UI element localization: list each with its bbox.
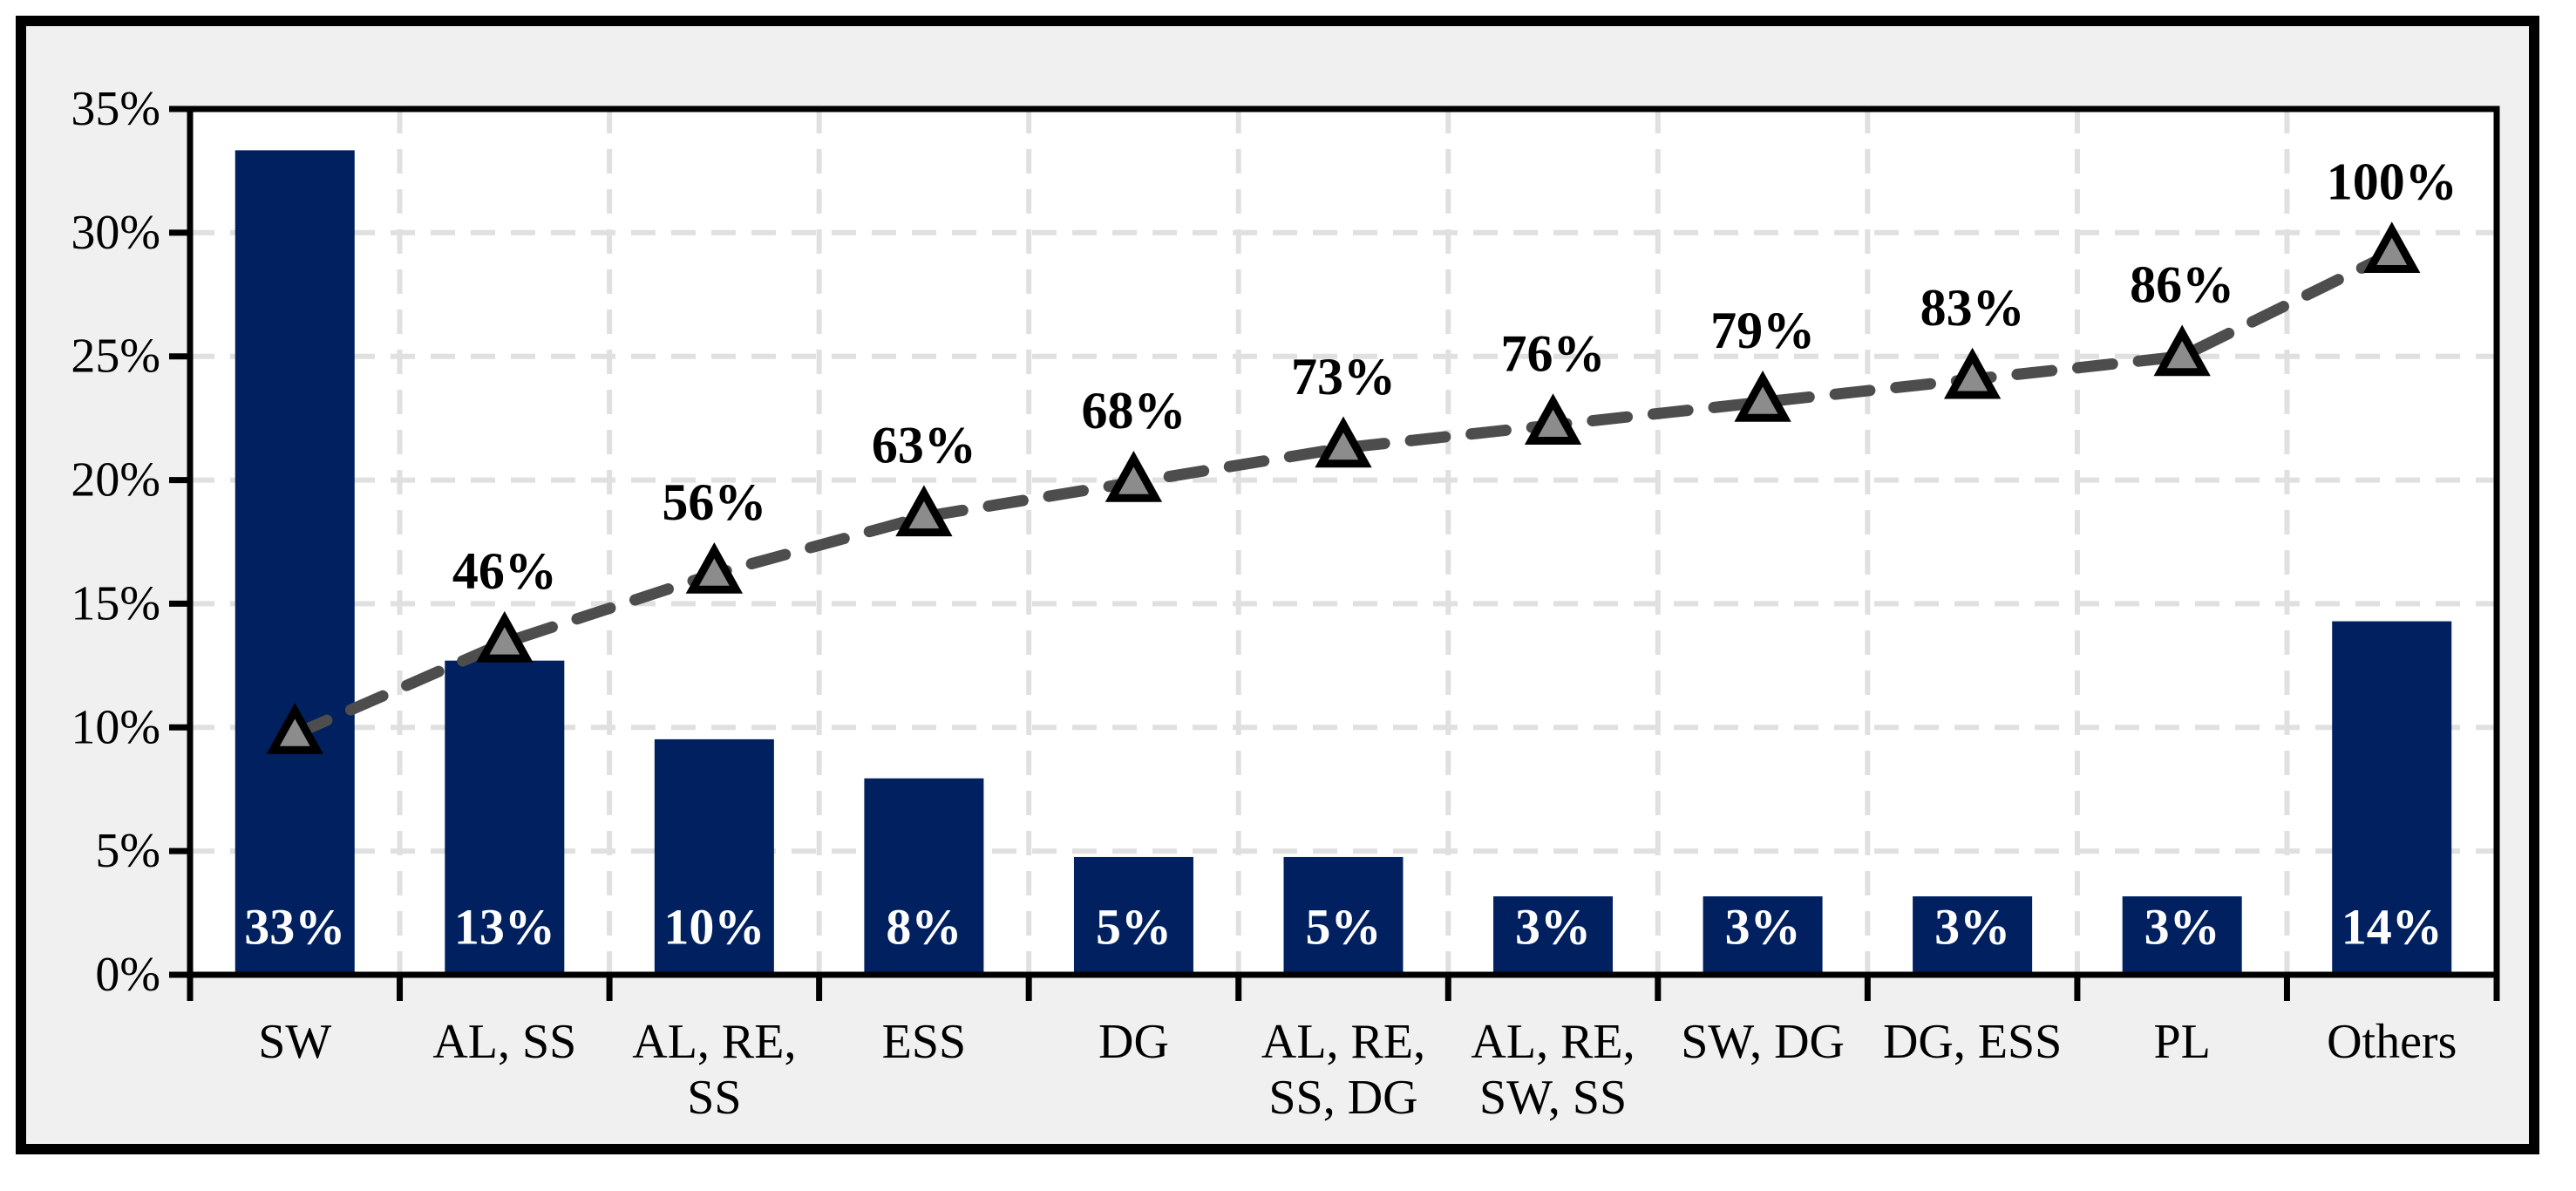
bar-value-label: 14%: [2342, 899, 2443, 956]
y-axis-tick-label: 20%: [71, 453, 160, 507]
cumulative-marker: [1734, 370, 1791, 422]
x-axis-category-label: AL, SS: [432, 1015, 576, 1069]
cumulative-value-label: 79%: [1710, 302, 1815, 359]
cumulative-value-label: 63%: [872, 417, 976, 474]
bar-value-label: 3%: [1515, 899, 1591, 956]
x-axis-category-label: AL, RE,: [1471, 1015, 1635, 1069]
cumulative-marker: [685, 541, 744, 594]
x-axis-category-label: SW, DG: [1681, 1015, 1845, 1069]
bar-value-label: 5%: [1096, 899, 1172, 956]
x-axis-category-label: Others: [2327, 1015, 2457, 1069]
x-axis-category-label: SS, DG: [1268, 1071, 1417, 1125]
x-axis-category-label: PL: [2154, 1015, 2211, 1069]
cumulative-value-label: 86%: [2130, 256, 2234, 314]
bar: [2332, 621, 2452, 975]
bar: [1073, 856, 1193, 975]
cumulative-value-label: 76%: [1501, 325, 1606, 383]
cumulative-value-label: 100%: [2327, 153, 2457, 211]
bar-value-label: 5%: [1306, 899, 1382, 956]
x-axis-category-label: DG: [1098, 1015, 1169, 1069]
x-axis-category-label: SW, SS: [1479, 1071, 1627, 1125]
bar: [1913, 896, 2033, 975]
x-axis-category-label: AL, RE,: [1261, 1015, 1425, 1069]
y-axis-tick-label: 10%: [71, 700, 160, 754]
bar-value-label: 3%: [1934, 899, 2010, 956]
cumulative-value-label: 46%: [452, 542, 557, 600]
cumulative-value-label: 83%: [1920, 279, 2025, 337]
bar-value-label: 10%: [663, 899, 765, 956]
y-axis-tick-label: 0%: [95, 948, 160, 1002]
bar-value-label: 33%: [244, 899, 345, 956]
cumulative-value-label: 73%: [1291, 348, 1396, 405]
bar: [1493, 896, 1614, 975]
bar: [2122, 896, 2242, 975]
cumulative-marker: [266, 702, 323, 754]
cumulative-marker: [1104, 450, 1163, 502]
bar: [1703, 896, 1823, 975]
bar-value-label: 13%: [454, 899, 555, 956]
y-axis-tick-label: 35%: [71, 82, 160, 136]
cumulative-marker: [2363, 221, 2421, 273]
cumulative-value-label: 68%: [1081, 382, 1186, 439]
cumulative-marker: [1943, 347, 2002, 399]
bar: [234, 150, 355, 976]
cumulative-marker: [2153, 324, 2211, 377]
bar: [864, 778, 984, 975]
cumulative-line: [289, 248, 2398, 740]
bar: [654, 738, 774, 975]
bar-value-label: 3%: [1725, 899, 1801, 956]
cumulative-value-label: 56%: [662, 473, 766, 531]
x-axis-category-label: SS: [687, 1071, 741, 1125]
bar-value-label: 8%: [886, 899, 962, 956]
y-axis-tick-label: 15%: [71, 576, 160, 630]
cumulative-marker: [1315, 416, 1372, 468]
bar: [445, 660, 565, 975]
cumulative-marker: [476, 610, 534, 663]
bar: [1283, 856, 1404, 975]
y-axis-tick-label: 5%: [95, 824, 160, 878]
x-axis-category-label: AL, RE,: [632, 1015, 796, 1069]
cumulative-marker: [1524, 393, 1582, 446]
x-axis-category-label: SW: [258, 1015, 331, 1069]
plot-area: [190, 109, 2497, 975]
y-axis-tick-label: 25%: [71, 330, 160, 384]
plot-border: [187, 105, 2500, 978]
x-axis-category-label: DG, ESS: [1883, 1015, 2062, 1069]
cumulative-marker: [895, 485, 953, 537]
x-axis-category-label: ESS: [882, 1015, 967, 1069]
bar-value-label: 3%: [2144, 899, 2220, 956]
y-axis-tick-label: 30%: [71, 206, 160, 260]
